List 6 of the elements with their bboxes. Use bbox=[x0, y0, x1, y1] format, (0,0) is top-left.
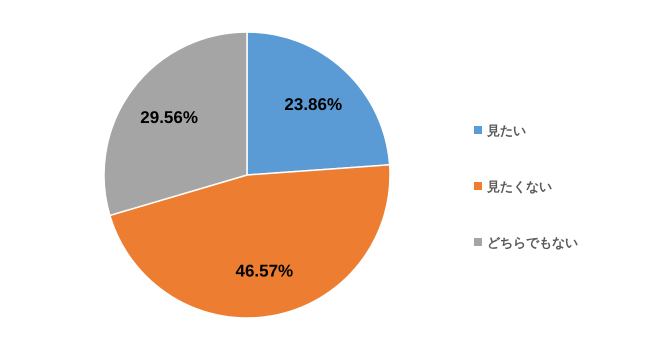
data-label: 23.86% bbox=[284, 94, 342, 114]
legend-label: 見たい bbox=[486, 124, 526, 139]
legend-label: どちらでもない bbox=[487, 236, 578, 251]
legend-label: 見たくない bbox=[486, 180, 552, 195]
data-label: 29.56% bbox=[140, 108, 198, 127]
data-label: 46.57% bbox=[235, 262, 294, 281]
